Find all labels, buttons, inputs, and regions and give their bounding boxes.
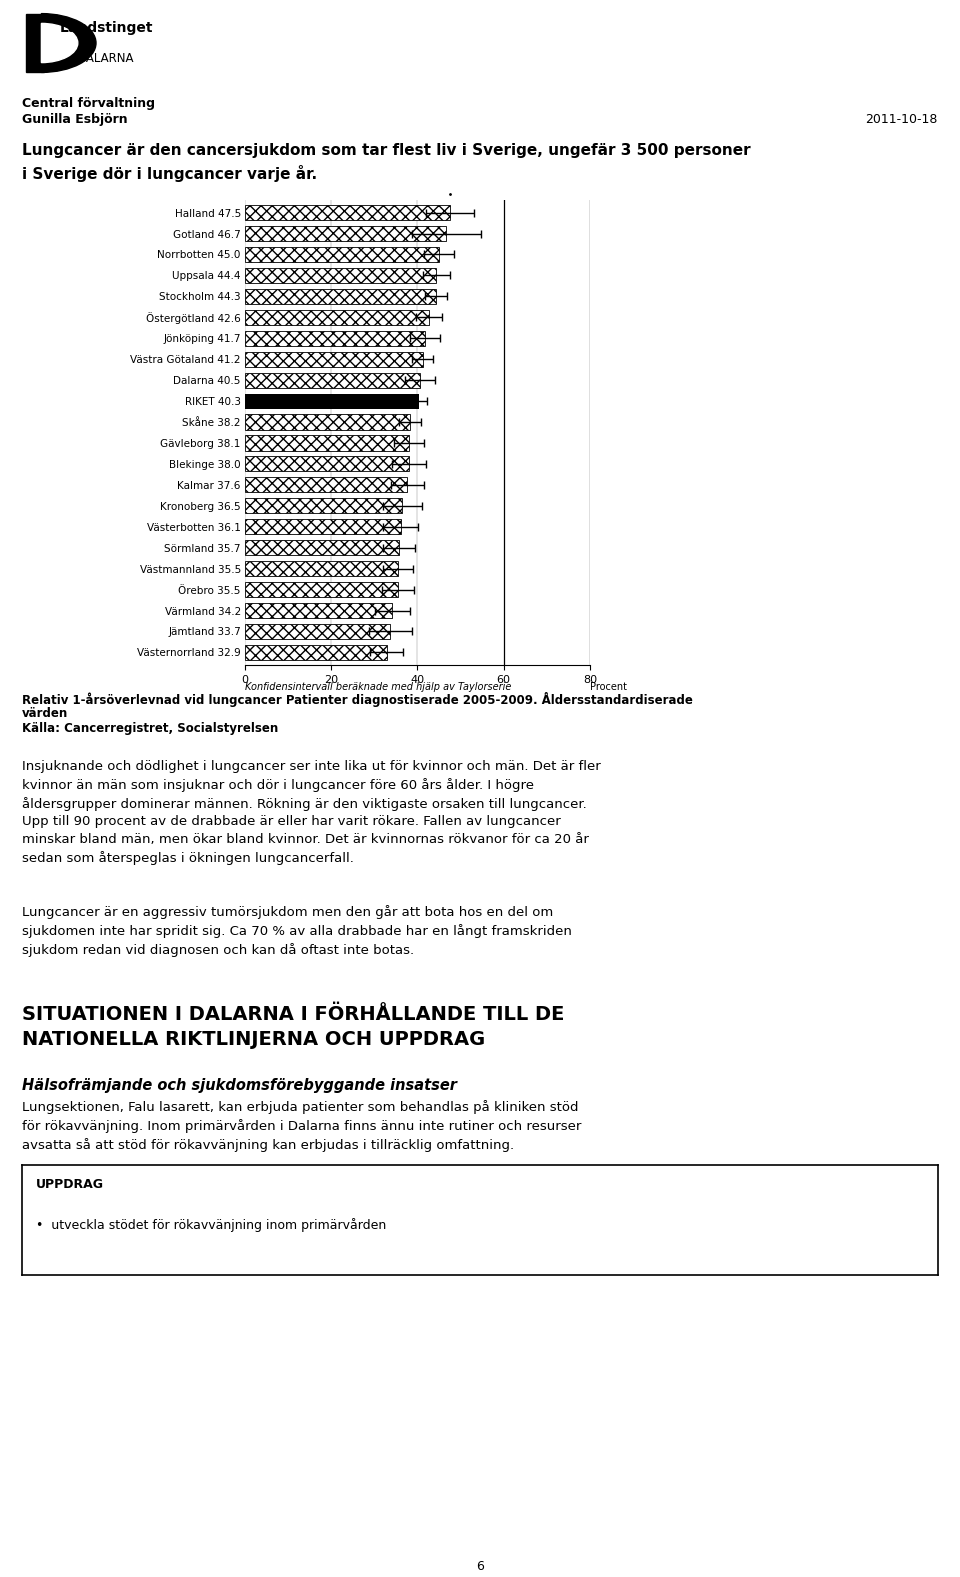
Text: 2011-10-18: 2011-10-18: [866, 114, 938, 126]
Bar: [245, 498, 402, 514]
Bar: [245, 582, 398, 598]
Text: UPPDRAG: UPPDRAG: [36, 1178, 104, 1191]
Bar: [245, 519, 400, 535]
Bar: [245, 372, 420, 388]
Bar: [245, 602, 393, 618]
Text: Konfidensintervall beräknade med hjälp av Taylorserie: Konfidensintervall beräknade med hjälp a…: [245, 681, 512, 692]
Bar: [245, 478, 407, 492]
Text: Insjuknande och dödlighet i lungcancer ser inte lika ut för kvinnor och män. Det: Insjuknande och dödlighet i lungcancer s…: [22, 760, 601, 864]
Text: värden: värden: [22, 706, 68, 721]
Text: DALARNA: DALARNA: [78, 52, 134, 65]
Bar: [245, 205, 450, 221]
Bar: [245, 352, 422, 367]
Bar: [245, 456, 409, 472]
Bar: [245, 331, 425, 345]
Bar: [26, 14, 44, 73]
Text: Lungcancer är en aggressiv tumörsjukdom men den går att bota hos en del om
sjukd: Lungcancer är en aggressiv tumörsjukdom …: [22, 905, 572, 957]
Text: Relativ 1-årsöverlevnad vid lungcancer Patienter diagnostiserade 2005-2009. Ålde: Relativ 1-årsöverlevnad vid lungcancer P…: [22, 692, 693, 706]
Bar: [245, 289, 436, 304]
Text: Lungsektionen, Falu lasarett, kan erbjuda patienter som behandlas på kliniken st: Lungsektionen, Falu lasarett, kan erbjud…: [22, 1101, 582, 1151]
Bar: [245, 541, 399, 555]
Text: Landstinget: Landstinget: [60, 21, 154, 35]
Text: Procent: Procent: [590, 681, 627, 692]
Text: SITUATIONEN I DALARNA I FÖRHÅLLANDE TILL DE: SITUATIONEN I DALARNA I FÖRHÅLLANDE TILL…: [22, 1005, 564, 1023]
Bar: [245, 561, 398, 576]
Text: Gunilla Esbjörn: Gunilla Esbjörn: [22, 114, 128, 126]
Text: Källa: Cancerregistret, Socialstyrelsen: Källa: Cancerregistret, Socialstyrelsen: [22, 722, 278, 735]
Wedge shape: [41, 24, 78, 63]
Wedge shape: [41, 14, 96, 73]
Text: NATIONELLA RIKTLINJERNA OCH UPPDRAG: NATIONELLA RIKTLINJERNA OCH UPPDRAG: [22, 1030, 485, 1049]
Bar: [245, 248, 439, 262]
Bar: [245, 309, 429, 325]
Text: •  utveckla stödet för rökavvänjning inom primärvården: • utveckla stödet för rökavvänjning inom…: [36, 1217, 386, 1232]
Text: Hälsofrämjande och sjukdomsförebyggande insatser: Hälsofrämjande och sjukdomsförebyggande …: [22, 1079, 457, 1093]
Bar: [245, 268, 437, 282]
Bar: [245, 645, 387, 659]
Bar: [245, 394, 419, 408]
Text: 6: 6: [476, 1560, 484, 1572]
Bar: [245, 435, 409, 451]
Text: i Sverige dör i lungcancer varje år.: i Sverige dör i lungcancer varje år.: [22, 166, 317, 181]
Bar: [245, 415, 410, 429]
Text: Central förvaltning: Central förvaltning: [22, 98, 155, 110]
Bar: [245, 624, 391, 639]
Bar: [245, 226, 446, 241]
Text: Lungcancer är den cancersjukdom som tar flest liv i Sverige, ungefär 3 500 perso: Lungcancer är den cancersjukdom som tar …: [22, 144, 751, 158]
